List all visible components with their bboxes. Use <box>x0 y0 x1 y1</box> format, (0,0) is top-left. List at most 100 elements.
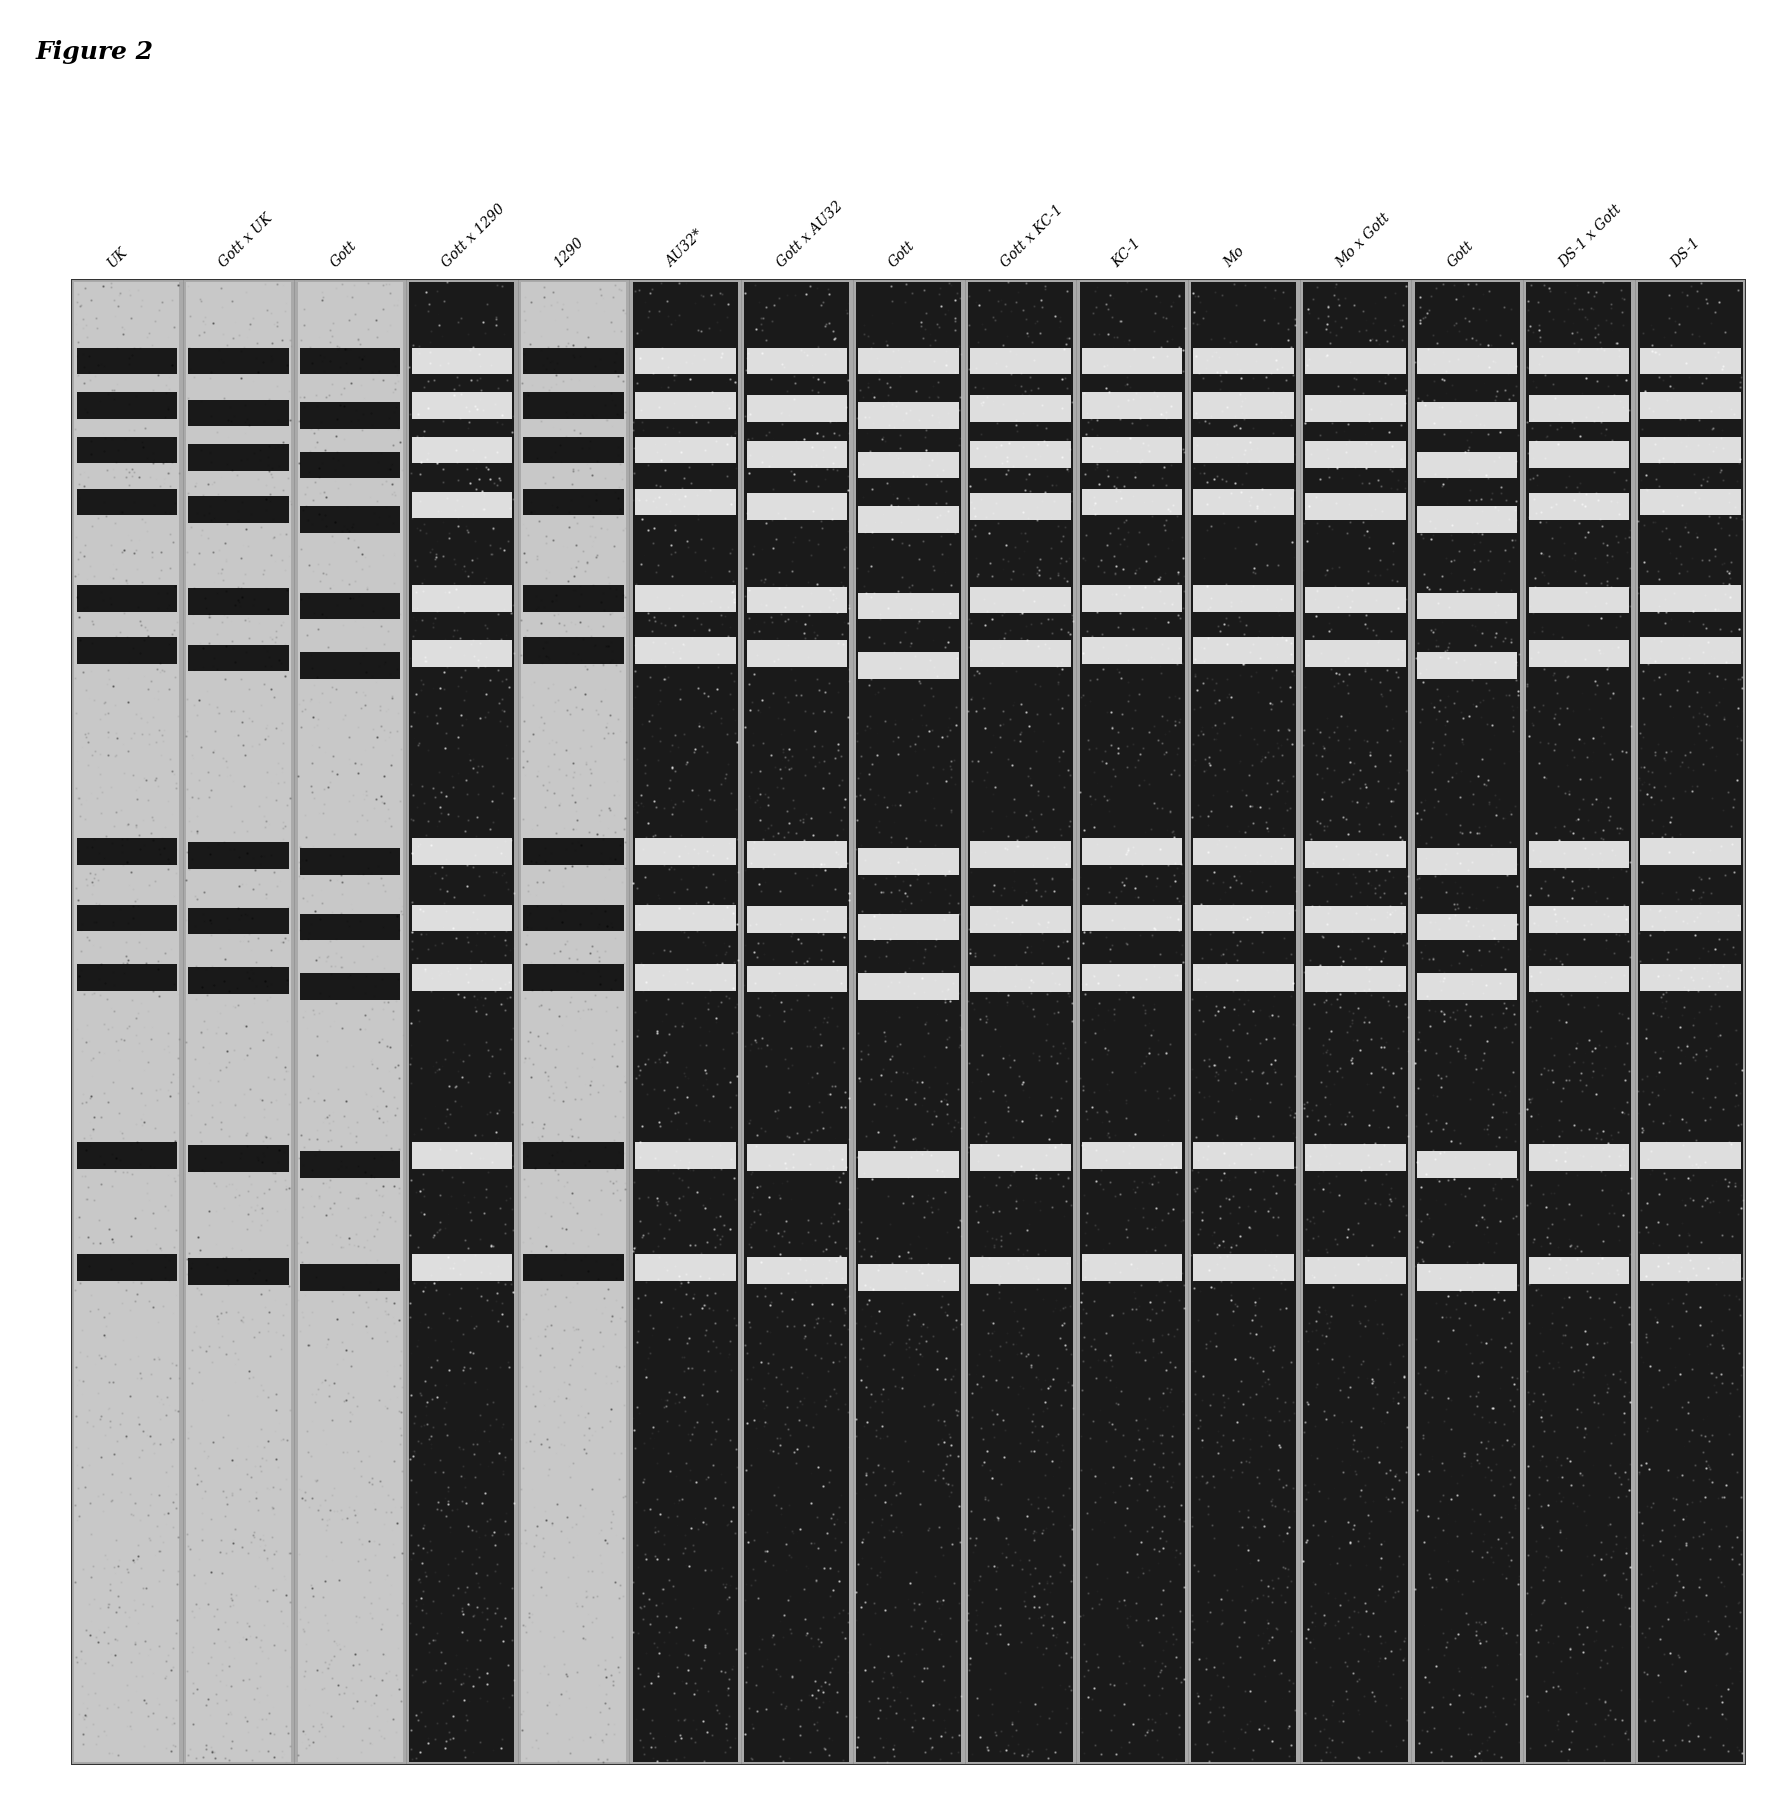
Bar <box>746 1257 847 1284</box>
Bar <box>1305 639 1406 666</box>
Bar <box>1305 441 1406 468</box>
Bar <box>186 283 291 1761</box>
Bar <box>746 841 847 868</box>
Bar <box>188 908 289 935</box>
Text: Gott: Gott <box>1445 238 1477 270</box>
Bar <box>1193 393 1294 420</box>
Bar <box>635 638 736 665</box>
Bar <box>1417 913 1518 940</box>
Bar <box>858 506 959 533</box>
Bar <box>1528 587 1629 614</box>
Bar <box>858 402 959 429</box>
Bar <box>523 837 624 864</box>
Bar <box>76 393 177 420</box>
Bar <box>188 445 289 470</box>
Bar <box>1528 965 1629 992</box>
Bar <box>76 638 177 665</box>
Bar <box>858 452 959 479</box>
Bar <box>635 904 736 931</box>
Bar <box>76 964 177 991</box>
Bar <box>76 436 177 463</box>
Bar <box>1417 402 1518 429</box>
Text: KC-1: KC-1 <box>1110 236 1144 270</box>
Bar <box>523 348 624 375</box>
Bar <box>1528 1144 1629 1171</box>
Bar <box>970 639 1071 666</box>
Bar <box>188 400 289 427</box>
Bar <box>1638 283 1743 1761</box>
Bar <box>635 585 736 612</box>
Bar <box>1640 436 1741 463</box>
Bar <box>746 493 847 520</box>
Bar <box>1528 841 1629 868</box>
Bar <box>1528 394 1629 421</box>
Bar <box>1193 638 1294 665</box>
Bar <box>1305 394 1406 421</box>
Bar <box>1640 393 1741 420</box>
Text: Gott x AU32: Gott x AU32 <box>775 198 846 270</box>
Bar <box>1082 1253 1183 1281</box>
Bar <box>1082 393 1183 420</box>
Bar <box>300 348 401 375</box>
Bar <box>1417 348 1518 375</box>
Bar <box>76 585 177 612</box>
Bar <box>411 585 512 612</box>
Bar <box>188 589 289 614</box>
Bar <box>74 283 179 1761</box>
Bar <box>1082 348 1183 375</box>
Bar <box>970 841 1071 868</box>
Bar <box>411 639 512 666</box>
Bar <box>1080 283 1184 1761</box>
Bar <box>1193 964 1294 991</box>
Bar <box>1640 964 1741 991</box>
Bar <box>76 837 177 864</box>
Text: Gott: Gott <box>328 238 360 270</box>
Bar <box>1527 283 1631 1761</box>
Bar <box>858 593 959 620</box>
Bar <box>1415 283 1519 1761</box>
Bar <box>300 1264 401 1291</box>
Bar <box>523 1253 624 1281</box>
Bar <box>635 436 736 463</box>
Bar <box>1193 348 1294 375</box>
Bar <box>523 904 624 931</box>
Bar <box>1082 837 1183 864</box>
Bar <box>1528 906 1629 933</box>
Bar <box>746 394 847 421</box>
Bar <box>188 348 289 375</box>
Bar <box>635 488 736 515</box>
Bar <box>746 1144 847 1171</box>
Bar <box>745 283 849 1761</box>
Bar <box>76 904 177 931</box>
Bar <box>1528 441 1629 468</box>
Bar <box>970 906 1071 933</box>
Bar <box>1193 904 1294 931</box>
Bar <box>970 441 1071 468</box>
Bar <box>300 452 401 479</box>
Bar <box>1417 973 1518 1000</box>
Bar <box>1528 493 1629 520</box>
Bar <box>635 964 736 991</box>
Bar <box>1417 1151 1518 1178</box>
Bar <box>1417 506 1518 533</box>
Bar <box>1082 1142 1183 1169</box>
Bar <box>300 848 401 875</box>
Bar <box>1082 436 1183 463</box>
Bar <box>523 585 624 612</box>
Bar <box>523 638 624 665</box>
Bar <box>858 652 959 679</box>
Text: Gott x UK: Gott x UK <box>216 211 275 270</box>
Bar <box>523 436 624 463</box>
Bar <box>300 913 401 940</box>
Bar <box>1640 837 1741 864</box>
Bar <box>633 283 738 1761</box>
Bar <box>968 283 1073 1761</box>
Bar <box>858 1151 959 1178</box>
Bar <box>188 843 289 870</box>
Text: Mo: Mo <box>1222 245 1248 270</box>
Text: 1290: 1290 <box>551 236 587 270</box>
Bar <box>970 1257 1071 1284</box>
Bar <box>1417 1264 1518 1291</box>
Bar <box>858 348 959 375</box>
Bar <box>1082 904 1183 931</box>
